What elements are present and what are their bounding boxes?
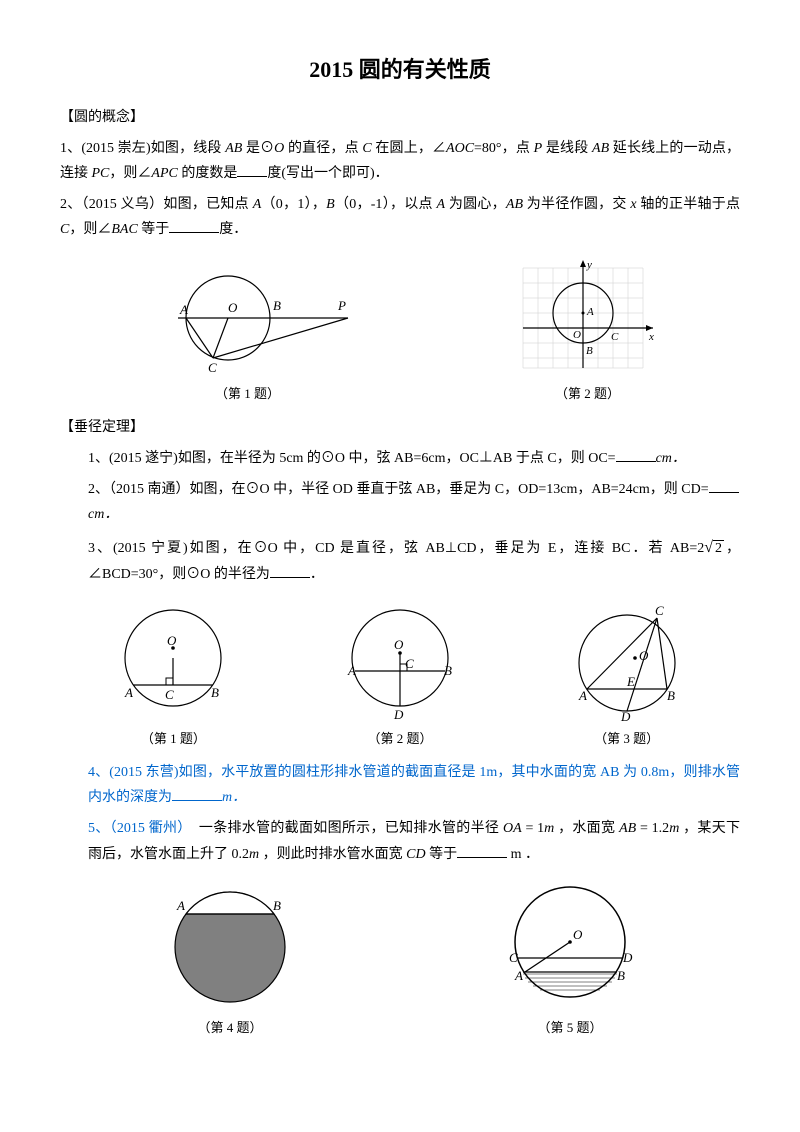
svg-text:O: O: [573, 329, 581, 341]
svg-text:C: C: [405, 656, 414, 671]
svg-text:C: C: [208, 360, 217, 375]
svg-text:O: O: [394, 637, 404, 652]
figure-2-5: O C D A B: [495, 882, 645, 1012]
figure-2-1: O A C B: [103, 603, 243, 723]
blank-input: [457, 843, 507, 858]
svg-text:O: O: [639, 648, 649, 663]
svg-text:B: B: [273, 898, 281, 913]
svg-text:B: B: [617, 968, 625, 983]
problem-2-1: 1、(2015 遂宁)如图，在半径为 5cm 的⊙O 中，弦 AB=6cm，OC…: [60, 446, 740, 471]
svg-text:A: A: [347, 663, 356, 678]
section-circle-concept: 【圆的概念】: [60, 105, 740, 130]
svg-text:C: C: [655, 603, 664, 618]
problem-2-3: 3、(2015 宁夏)如图，在⊙O 中，CD 是直径，弦 AB⊥CD，垂足为 E…: [60, 534, 740, 588]
svg-text:D: D: [393, 707, 404, 722]
svg-text:O: O: [167, 633, 177, 648]
svg-text:C: C: [509, 950, 518, 965]
svg-text:x: x: [648, 331, 654, 343]
problem-2-5: 5、（2015 衢州） 一条排水管的截面如图所示，已知排水管的半径 OA = 1…: [60, 816, 740, 866]
svg-text:B: B: [273, 298, 281, 313]
svg-text:A: A: [179, 302, 188, 317]
figure-2-2: O A C B D: [330, 603, 470, 723]
svg-text:E: E: [626, 674, 635, 689]
svg-text:A: A: [514, 968, 523, 983]
figure-2-3: O C A E B D: [557, 603, 697, 723]
svg-text:B: B: [444, 663, 452, 678]
blank-input: [709, 478, 739, 493]
figure-2-4: A B: [155, 882, 305, 1012]
svg-text:C: C: [611, 331, 619, 343]
figure-row-3: A B （第 4 题） O C D A B （第 5 题）: [60, 882, 740, 1039]
svg-text:A: A: [176, 898, 185, 913]
svg-text:B: B: [586, 345, 593, 357]
problem-1-1: 1、(2015 崇左)如图，线段 AB 是⊙O 的直径，点 C 在圆上，∠AOC…: [60, 136, 740, 186]
svg-text:y: y: [586, 259, 592, 271]
figure-1-1: A O B P C: [138, 268, 358, 378]
svg-text:P: P: [337, 298, 346, 313]
problem-2-4: 4、(2015 东营)如图，水平放置的圆柱形排水管道的截面直径是 1m，其中水面…: [60, 760, 740, 810]
blank-input: [169, 218, 219, 233]
svg-text:D: D: [620, 709, 631, 723]
blank-input: [172, 786, 222, 801]
problem-1-2: 2、（2015 义乌）如图，已知点 A（0，1），B（0，-1），以点 A 为圆…: [60, 192, 740, 242]
svg-text:D: D: [622, 950, 633, 965]
svg-text:O: O: [228, 300, 238, 315]
blank-input: [237, 162, 267, 177]
svg-text:A: A: [124, 685, 133, 700]
blank-input: [616, 447, 656, 462]
svg-text:A: A: [586, 306, 594, 318]
blank-input: [270, 563, 310, 578]
svg-text:A: A: [578, 688, 587, 703]
figure-row-1: A O B P C （第 1 题）: [60, 258, 740, 405]
page-title: 2015 圆的有关性质: [60, 50, 740, 90]
figure-1-2: A O B C x y: [513, 258, 663, 378]
figure-row-2: O A C B （第 1 题） O A C B D （第 2 题）: [60, 603, 740, 750]
problem-2-2: 2、（2015 南通）如图，在⊙O 中，半径 OD 垂直于弦 AB，垂足为 C，…: [60, 477, 740, 527]
svg-text:B: B: [667, 688, 675, 703]
svg-text:C: C: [165, 687, 174, 702]
svg-text:B: B: [211, 685, 219, 700]
svg-text:O: O: [573, 927, 583, 942]
section-perpendicular: 【垂径定理】: [60, 415, 740, 440]
